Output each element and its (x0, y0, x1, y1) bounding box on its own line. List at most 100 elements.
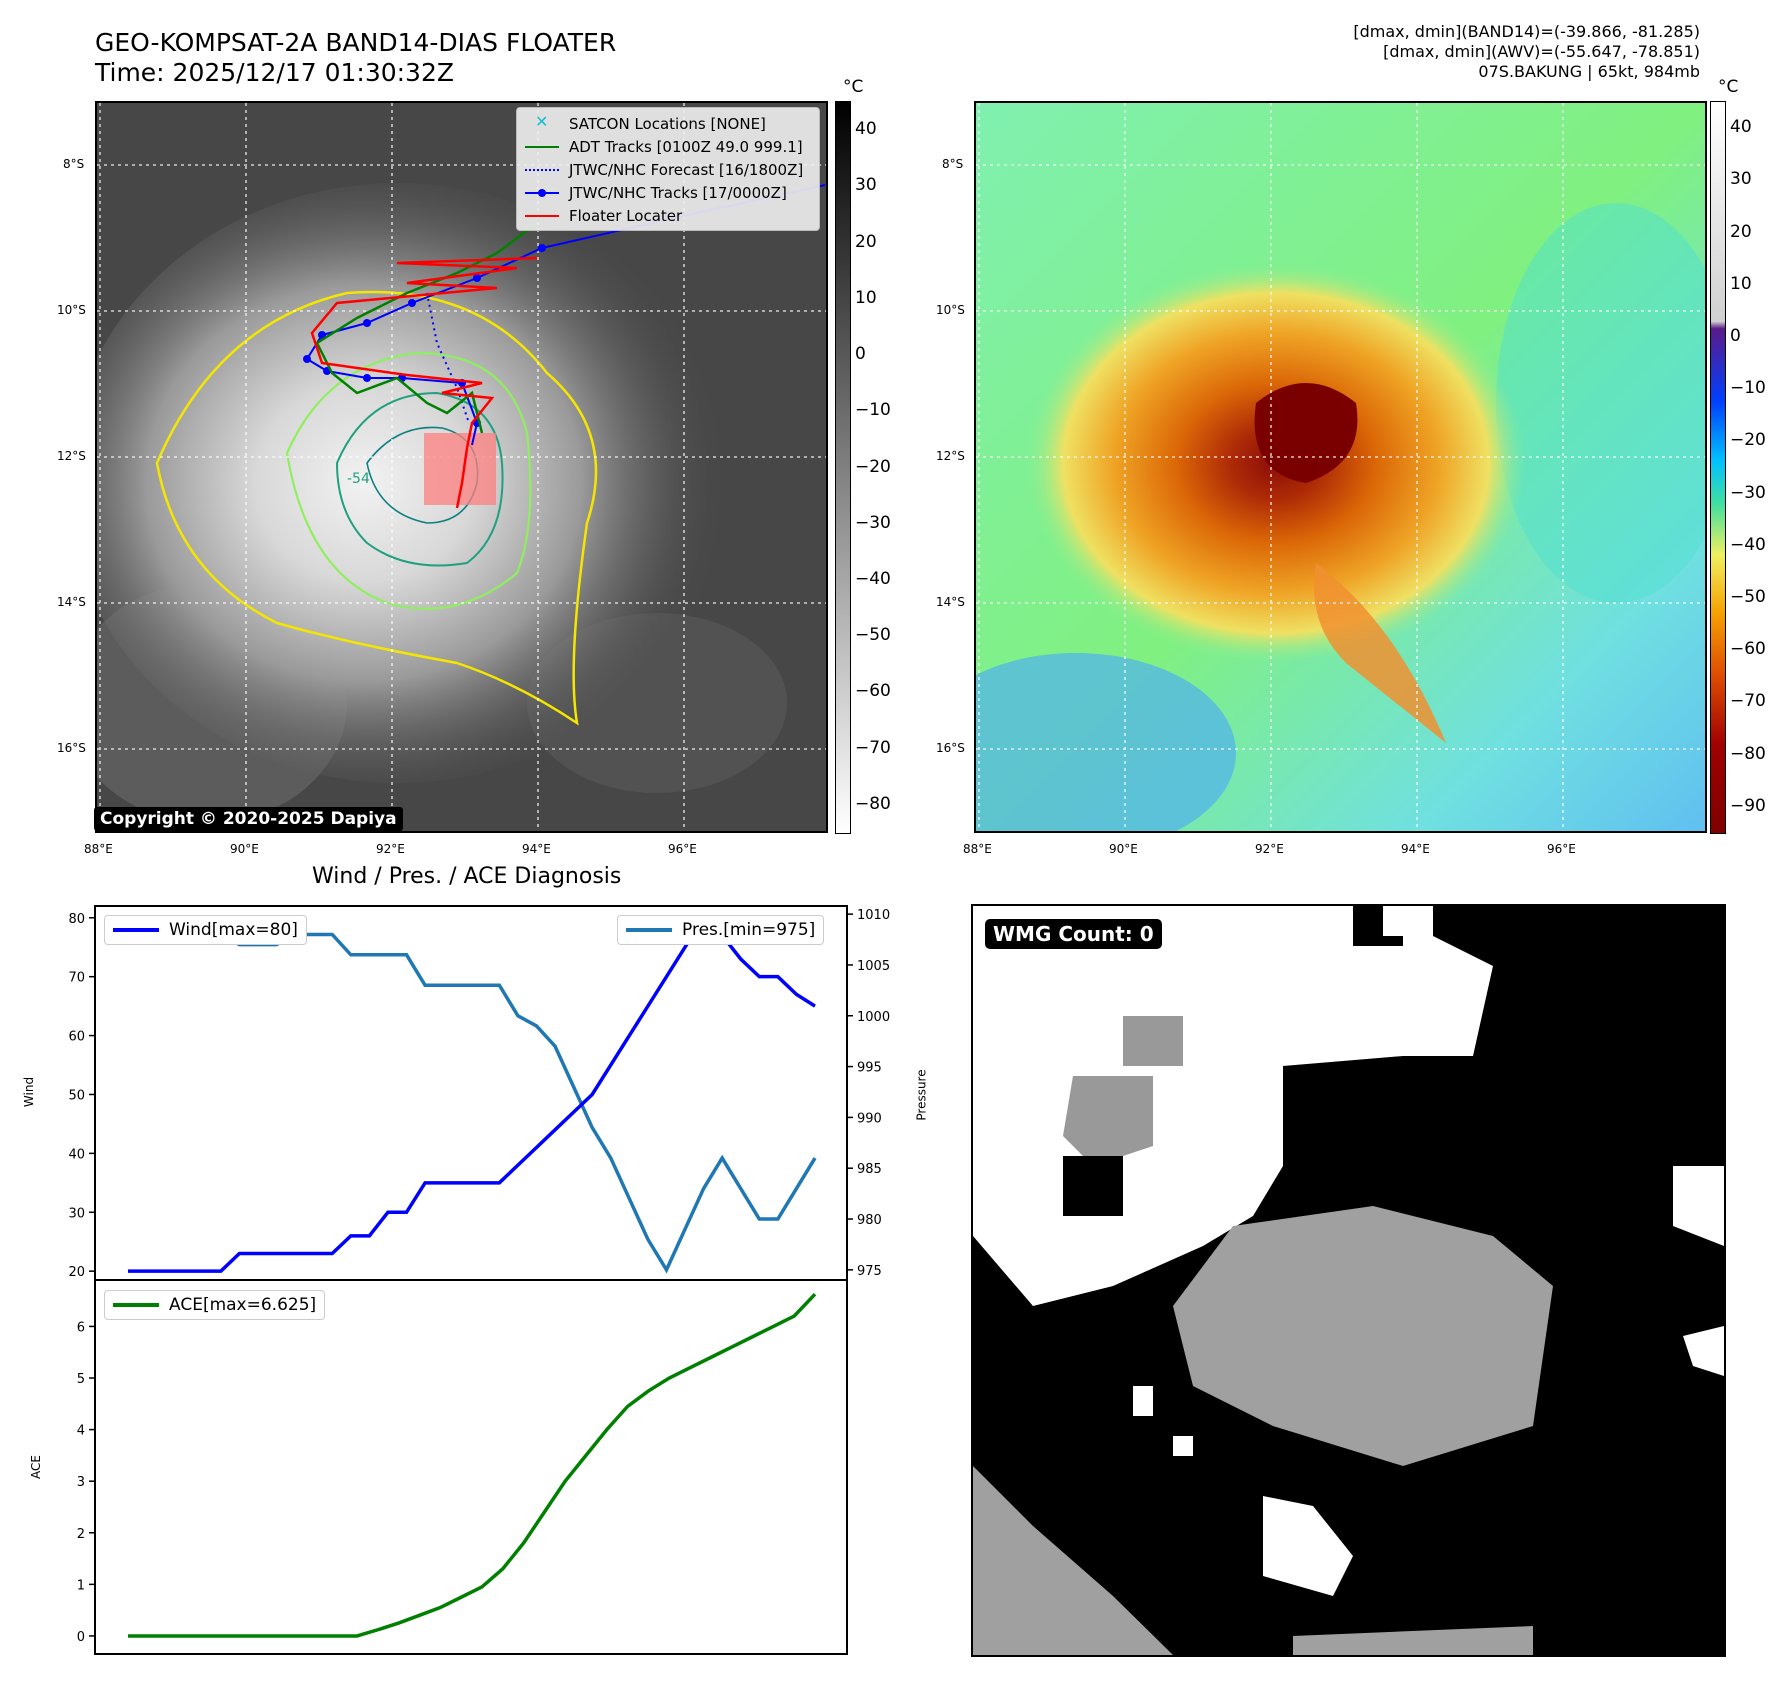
info-storm: 07S.BAKUNG | 65kt, 984mb (1478, 62, 1700, 81)
color-map-grid (976, 103, 1705, 831)
colorbar-tick-label: 10 (855, 287, 877, 308)
lat-label: 8°S (942, 157, 964, 171)
satcon-marker-icon: ✕ (535, 111, 549, 131)
color-colorbar-unit: °C (1718, 77, 1739, 97)
lat-label: 12°S (57, 449, 86, 463)
jtwc-forecast-line (426, 292, 470, 424)
lat-label: 16°S (936, 741, 965, 755)
colorbar-tick-label: −30 (1730, 482, 1766, 503)
ace-tick-label: 6 (77, 1320, 85, 1335)
wind-tick-label: 60 (68, 1030, 85, 1045)
ace-legend-label: ACE[max=6.625] (169, 1295, 317, 1315)
lon-label: 94°E (1401, 842, 1430, 856)
pressure-tick-label: 1000 (857, 1010, 890, 1025)
ir-colorbar-unit: °C (843, 77, 864, 97)
wind-line-icon (113, 928, 159, 932)
colorbar-tick-label: −70 (1730, 691, 1766, 712)
chart-title: GEO-KOMPSAT-2A BAND14-DIAS FLOATER (95, 28, 617, 57)
wind-axis-label: Wind (22, 1076, 37, 1108)
jtwc-track-line (305, 184, 826, 446)
ace-tick-label: 1 (77, 1578, 85, 1593)
colorbar-tick-label: −30 (855, 512, 891, 533)
pressure-legend: Pres.[min=975] (617, 915, 825, 945)
lon-label: 88°E (963, 842, 992, 856)
contour-label: -54 (347, 471, 370, 487)
pressure-tick-label: 990 (857, 1111, 882, 1126)
wmg-svg (973, 906, 1724, 1655)
colorbar-tick-label: 10 (1730, 273, 1752, 294)
pressure-tick-label: 980 (857, 1213, 882, 1228)
wind-tick-label: 70 (68, 971, 85, 986)
pressure-tick-label: 1010 (857, 908, 890, 923)
colorbar-tick-label: −20 (855, 456, 891, 477)
lon-label: 90°E (230, 842, 259, 856)
ace-tick-label: 5 (77, 1372, 85, 1387)
lat-label: 14°S (936, 595, 965, 609)
wind-tick-label: 40 (68, 1147, 85, 1162)
colorbar-tick-label: −80 (1730, 743, 1766, 764)
colorbar-tick-label: 20 (1730, 221, 1752, 242)
wind-tick-label: 30 (68, 1206, 85, 1221)
lat-label: 10°S (936, 303, 965, 317)
pressure-series-line (128, 932, 817, 1274)
lat-label: 12°S (936, 449, 965, 463)
info-awv: [dmax, dmin](AWV)=(-55.647, -78.851) (1383, 42, 1700, 61)
colorbar-tick-label: −50 (1730, 587, 1766, 608)
colorbar-tick-label: −10 (855, 400, 891, 421)
color-map-svg (976, 103, 1705, 831)
ace-tick-label: 3 (77, 1475, 85, 1490)
lat-label: 8°S (63, 157, 85, 171)
wmg-count-badge: WMG Count: 0 (985, 919, 1162, 949)
adt-track-line (315, 222, 538, 434)
adt-line-icon (525, 141, 559, 153)
ace-plot: 0 1 2 3 4 5 6 (77, 1292, 817, 1645)
floater-line-icon (525, 210, 559, 222)
pressure-tick-label: 995 (857, 1061, 882, 1076)
ace-frame (94, 1279, 848, 1655)
lat-label: 10°S (57, 303, 86, 317)
colorbar-tick-label: −80 (855, 793, 891, 814)
legend-label: Floater Locater (569, 206, 683, 225)
wind-legend: Wind[max=80] (104, 915, 307, 945)
ace-series-line (128, 1292, 817, 1638)
lon-label: 92°E (376, 842, 405, 856)
lon-label: 96°E (1547, 842, 1576, 856)
floater-locater-line (310, 256, 538, 509)
colorbar-tick-label: 0 (855, 344, 866, 365)
colorbar-tick-label: −40 (855, 568, 891, 589)
wind-legend-label: Wind[max=80] (169, 920, 298, 940)
copyright-badge: Copyright © 2020-2025 Dapiya (94, 807, 403, 831)
colorbar-tick-label: 30 (855, 175, 877, 196)
ir-colorbar (835, 101, 851, 834)
colorbar-tick-label: 30 (1730, 169, 1752, 190)
chart-time: Time: 2025/12/17 01:30:32Z (95, 58, 454, 87)
color-map-panel (974, 101, 1707, 833)
legend-adt: ADT Tracks [0100Z 49.0 999.1] (525, 135, 811, 158)
wmg-panel (971, 904, 1726, 1657)
colorbar-tick-label: −20 (1730, 430, 1766, 451)
colorbar-tick-label: −50 (855, 625, 891, 646)
colorbar-tick-label: −60 (855, 681, 891, 702)
info-band14: [dmax, dmin](BAND14)=(-39.866, -81.285) (1353, 22, 1700, 41)
diagnosis-title: Wind / Pres. / ACE Diagnosis (312, 864, 622, 889)
wind-tick-label: 20 (68, 1265, 85, 1280)
wind-tick-label: 80 (68, 912, 85, 927)
colorbar-tick-label: 20 (855, 231, 877, 252)
legend-label: ADT Tracks [0100Z 49.0 999.1] (569, 137, 803, 156)
ace-tick-label: 0 (77, 1630, 85, 1645)
pressure-tick-label: 1005 (857, 959, 890, 974)
legend-forecast: JTWC/NHC Forecast [16/1800Z] (525, 158, 811, 181)
map-legend: ✕ SATCON Locations [NONE] ADT Tracks [01… (516, 107, 820, 231)
lat-label: 16°S (57, 741, 86, 755)
colorbar-tick-label: 40 (1730, 117, 1752, 138)
wind-pres-plot: 20 30 40 50 60 70 80 975 980 985 990 995 1000 1005 101… (68, 908, 890, 1280)
colorbar-tick-label: −10 (1730, 378, 1766, 399)
colorbar-tick-label: −60 (1730, 639, 1766, 660)
pressure-axis-label: Pressure (914, 1069, 929, 1121)
colorbar-tick-label: −40 (1730, 534, 1766, 555)
forecast-line-icon (525, 164, 559, 176)
color-colorbar (1710, 101, 1726, 834)
ace-tick-label: 2 (77, 1527, 85, 1542)
colorbar-tick-label: 0 (1730, 325, 1741, 346)
